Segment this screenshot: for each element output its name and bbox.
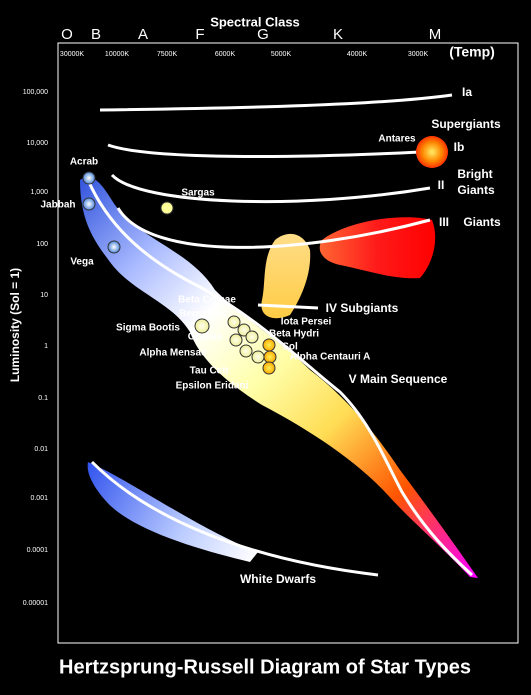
star-label: Berenices xyxy=(179,309,227,320)
star xyxy=(82,171,96,185)
white-dwarf-curve xyxy=(90,460,379,577)
star-label: Alpha Centauri A xyxy=(290,352,371,363)
star xyxy=(227,315,241,329)
spectral-class: M xyxy=(429,26,442,43)
star-label: Beta Hydri xyxy=(269,329,319,340)
star xyxy=(82,197,96,211)
star xyxy=(251,350,265,364)
star-label: Sigma Bootis xyxy=(116,323,180,334)
star-markers xyxy=(82,136,448,375)
temperature: 3000K xyxy=(408,51,429,58)
region-label: V Main Sequence xyxy=(349,372,448,386)
temp-label: (Temp) xyxy=(449,44,495,60)
region-label: Bright xyxy=(457,167,492,181)
spectral-class: F xyxy=(195,26,204,43)
region-label: II xyxy=(438,178,445,192)
y-tick-label: 10 xyxy=(40,292,48,299)
star-label: Vega xyxy=(70,257,94,268)
temperature: 10000K xyxy=(105,51,129,58)
ib-curve xyxy=(107,143,421,158)
spectral-class: A xyxy=(138,26,148,43)
region-label: Ia xyxy=(462,85,472,99)
star xyxy=(194,318,210,334)
spectral-class: B xyxy=(91,26,101,43)
giant-region xyxy=(319,217,436,279)
star-label: Tau Ceti xyxy=(190,366,229,377)
star xyxy=(245,330,259,344)
y-tick-label: 0.0001 xyxy=(27,547,49,554)
y-tick-label: 1 xyxy=(44,343,48,350)
temperature: 30000K xyxy=(60,51,84,58)
spectral-class: K xyxy=(333,26,343,43)
star-label: Grafias xyxy=(188,332,223,343)
star xyxy=(160,201,174,215)
main-sequence-curve xyxy=(86,179,474,577)
y-tick-label: 10,000 xyxy=(27,140,49,147)
star xyxy=(262,338,276,352)
star-label: Sol xyxy=(282,342,298,353)
region-label: Ib xyxy=(454,140,465,154)
iv-curve xyxy=(257,303,319,310)
star xyxy=(107,240,121,254)
temperature: 5000K xyxy=(271,51,292,58)
iii-curve xyxy=(116,207,431,249)
star xyxy=(239,344,253,358)
x-axis-label: Spectral Class xyxy=(210,14,300,29)
region-label: IV Subgiants xyxy=(326,301,399,315)
y-axis-label: Luminosity (Sol = 1) xyxy=(8,268,22,382)
star-label: Jabbah xyxy=(40,200,75,211)
temperature: 4000K xyxy=(347,51,368,58)
y-tick-label: 0.1 xyxy=(38,395,48,402)
temperature: 6000K xyxy=(215,51,236,58)
subgiant-region xyxy=(261,233,311,319)
temperature: 7500K xyxy=(157,51,178,58)
spectral-class: G xyxy=(257,26,269,43)
y-tick-label: 100,000 xyxy=(23,89,48,96)
star-label: Antares xyxy=(378,134,416,145)
star-label: Iota Persei xyxy=(281,317,332,328)
star xyxy=(263,350,277,364)
region-label: Giants xyxy=(463,215,501,229)
y-tick-label: 0.00001 xyxy=(23,600,48,607)
region-label: III xyxy=(439,215,449,229)
star-label: Epsilon Eridani xyxy=(176,381,249,392)
spectral-class: O xyxy=(61,26,73,43)
star xyxy=(262,361,276,375)
star xyxy=(416,136,448,168)
ia-curve xyxy=(99,93,453,112)
region-label: Giants xyxy=(457,183,495,197)
y-tick-label: 1,000 xyxy=(30,189,48,196)
region-label: White Dwarfs xyxy=(240,572,316,586)
title: Hertzsprung-Russell Diagram of Star Type… xyxy=(59,656,471,678)
star xyxy=(229,333,243,347)
ii-curve xyxy=(110,173,431,204)
y-tick-label: 0.01 xyxy=(34,446,48,453)
star-label: Sargas xyxy=(181,188,215,199)
star-label: Alpha Mensae xyxy=(139,348,207,359)
region-label: Supergiants xyxy=(431,117,501,131)
star-label: Acrab xyxy=(70,157,98,168)
star-label: Beta Comae xyxy=(178,295,236,306)
y-tick-label: 100 xyxy=(36,241,48,248)
y-tick-label: 0.001 xyxy=(30,495,48,502)
